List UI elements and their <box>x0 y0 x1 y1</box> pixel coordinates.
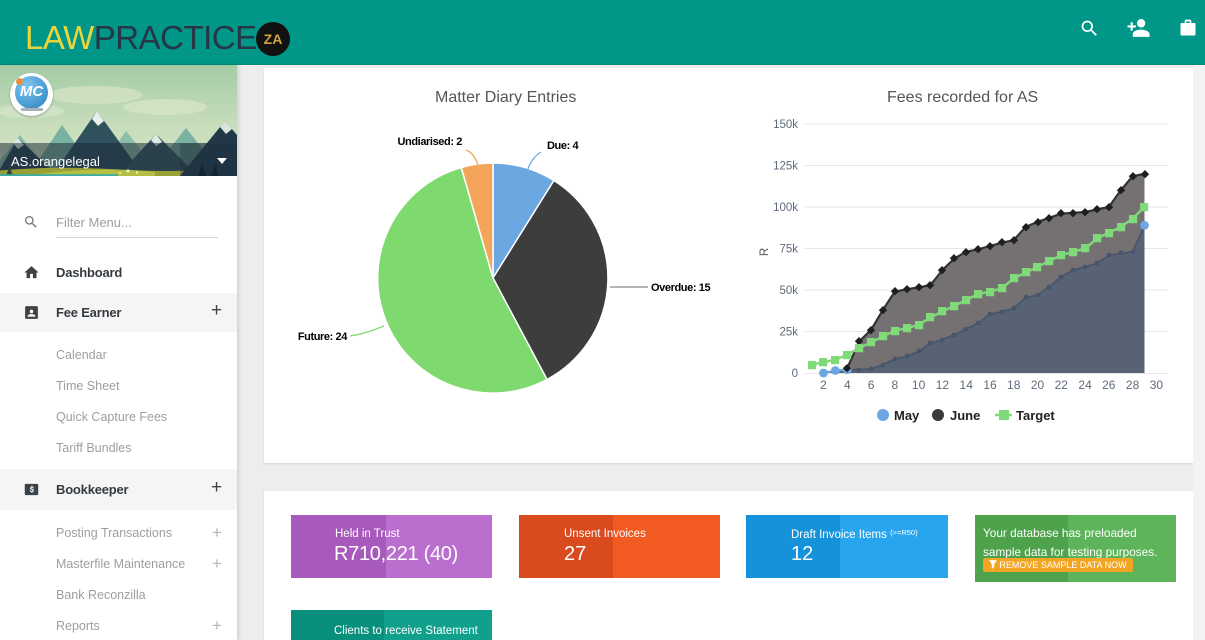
svg-text:4: 4 <box>844 378 851 392</box>
svg-text:50k: 50k <box>779 285 798 297</box>
svg-text:6: 6 <box>868 378 875 392</box>
svg-text:8: 8 <box>891 378 898 392</box>
svg-text:0: 0 <box>792 368 798 380</box>
svg-text:16: 16 <box>983 378 997 392</box>
svg-text:20: 20 <box>1031 378 1045 392</box>
svg-text:150k: 150k <box>773 119 798 131</box>
svg-text:May: May <box>894 408 920 423</box>
svg-text:R: R <box>759 248 771 256</box>
svg-text:June: June <box>950 408 980 423</box>
svg-text:2: 2 <box>820 378 827 392</box>
svg-text:Future: 24: Future: 24 <box>298 331 348 343</box>
svg-text:75k: 75k <box>779 244 798 256</box>
svg-text:28: 28 <box>1126 378 1140 392</box>
svg-text:125k: 125k <box>773 161 798 173</box>
svg-text:12: 12 <box>936 378 950 392</box>
svg-text:25k: 25k <box>779 327 798 339</box>
svg-text:Undiarised: 2: Undiarised: 2 <box>398 136 463 148</box>
svg-text:24: 24 <box>1078 378 1092 392</box>
svg-text:30: 30 <box>1150 378 1164 392</box>
svg-text:14: 14 <box>960 378 974 392</box>
svg-text:18: 18 <box>1007 378 1021 392</box>
svg-text:26: 26 <box>1102 378 1116 392</box>
svg-text:Overdue: 15: Overdue: 15 <box>651 282 710 294</box>
svg-text:22: 22 <box>1055 378 1069 392</box>
svg-text:10: 10 <box>912 378 926 392</box>
svg-text:100k: 100k <box>773 202 798 214</box>
svg-text:Target: Target <box>1016 408 1055 423</box>
svg-text:Due: 4: Due: 4 <box>547 140 580 152</box>
